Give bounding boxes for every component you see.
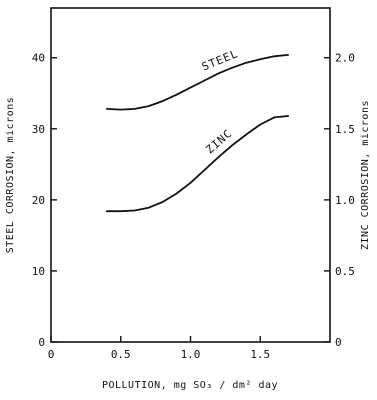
x-axis-ticks: 0 0.5 1.0 1.5: [48, 336, 270, 361]
right-axis-ticks: 0 0.5 1.0 1.5 2.0: [324, 52, 355, 349]
right-tick-label: 0.5: [335, 265, 355, 278]
left-tick-label: 30: [32, 123, 45, 136]
left-tick-label: 10: [32, 265, 45, 278]
right-tick-label: 1.0: [335, 194, 355, 207]
right-tick-label: 2.0: [335, 52, 355, 65]
x-tick-label: 0.5: [111, 348, 131, 361]
right-axis-title: ZINC CORROSION, microns: [360, 100, 371, 250]
series-label-steel: STEEL: [200, 47, 240, 73]
left-tick-label: 0: [38, 336, 45, 349]
left-tick-label: 40: [32, 52, 45, 65]
series-line-zinc: [105, 115, 289, 213]
x-tick-label: 1.5: [250, 348, 270, 361]
right-tick-label: 1.5: [335, 123, 355, 136]
left-tick-label: 20: [32, 194, 45, 207]
plot-frame: [50, 7, 331, 343]
x-tick-label: 0: [48, 348, 55, 361]
left-axis-ticks: 0 10 20 30 40: [32, 52, 57, 349]
series-line-steel: [105, 54, 289, 111]
right-tick-label: 0: [335, 336, 342, 349]
series-layer: STEEL ZINC: [105, 47, 289, 213]
x-tick-label: 1.0: [181, 348, 201, 361]
x-axis-title: POLLUTION, mg SO₃ / dm² day: [102, 380, 278, 391]
series-label-zinc: ZINC: [203, 127, 235, 157]
left-axis-title: STEEL CORROSION, microns: [5, 97, 16, 254]
